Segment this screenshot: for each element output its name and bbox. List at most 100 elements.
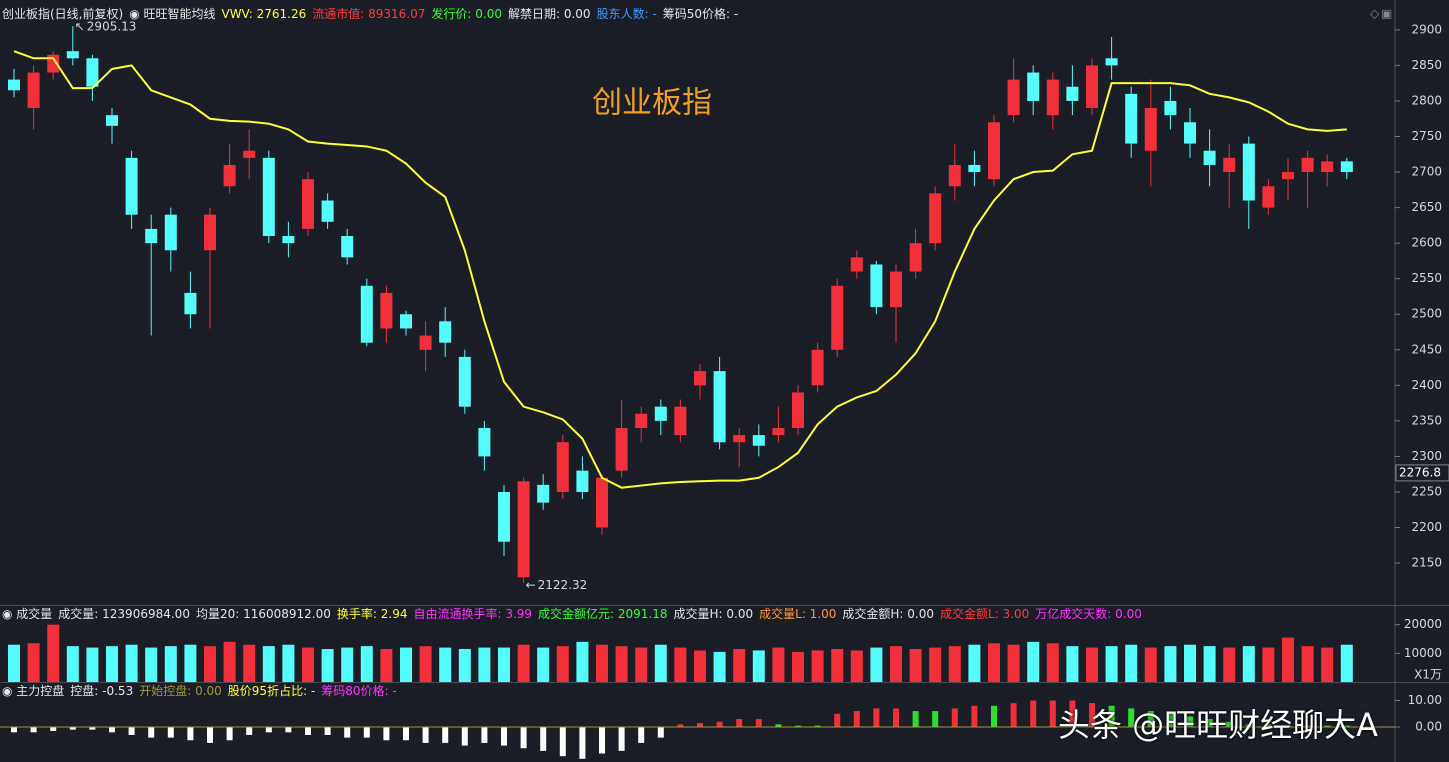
candle-body — [615, 427, 628, 471]
bar — [831, 649, 844, 682]
bar — [1046, 643, 1059, 682]
bar — [1125, 644, 1138, 682]
bar — [579, 727, 586, 759]
candle-body — [713, 371, 726, 443]
header-item: ◉ 成交量 — [2, 607, 53, 621]
candle-body — [1321, 161, 1334, 173]
y-tick-label: 20000 — [1404, 617, 1442, 631]
header-item: 成交金额L: 3.00 — [940, 607, 1030, 621]
y-tick-label: 2600 — [1411, 236, 1442, 250]
bar — [403, 727, 409, 741]
bar — [66, 646, 79, 682]
last-price-box — [1395, 464, 1449, 482]
bar — [262, 646, 275, 682]
watermark: 头条 @旺旺财经聊大A — [1058, 706, 1379, 744]
bar — [772, 647, 785, 682]
bar — [853, 711, 860, 728]
bar — [1128, 708, 1135, 728]
bar — [400, 647, 412, 682]
bar — [1049, 700, 1056, 728]
candle-body — [1340, 161, 1353, 173]
header-item: 发行价: 0.00 — [431, 7, 502, 21]
y-tick-label: 2650 — [1411, 200, 1442, 214]
bar — [69, 727, 76, 730]
bar — [991, 705, 997, 728]
y-tick-label: 2350 — [1411, 413, 1442, 427]
bar — [341, 647, 354, 682]
candle-body — [1066, 86, 1079, 101]
bar — [422, 727, 429, 743]
candle-body — [106, 115, 118, 126]
bar — [596, 644, 608, 682]
bar — [223, 641, 236, 682]
icon[interactable]: ▣ — [1381, 7, 1392, 21]
bar — [207, 727, 213, 743]
bar — [282, 644, 295, 682]
bar — [576, 641, 589, 682]
bar — [458, 649, 471, 682]
annotation: 创业板指 — [592, 86, 712, 121]
bar — [481, 727, 488, 743]
y-tick-label: 2450 — [1411, 342, 1442, 356]
y-tick-label: 2850 — [1411, 58, 1442, 72]
candle-body — [478, 427, 491, 457]
bar — [1343, 725, 1350, 728]
bar — [654, 644, 667, 682]
header-item: 解禁日期: 0.00 — [507, 7, 591, 21]
bar — [184, 644, 197, 682]
y-tick-label: 2800 — [1411, 93, 1442, 107]
header-item: 股东人数: - — [596, 7, 657, 21]
bar — [125, 644, 138, 682]
y-tick-label: 2250 — [1411, 484, 1442, 498]
header-item: 开始控盘: 0.00 — [139, 684, 222, 698]
candle-body — [282, 236, 295, 244]
bar — [1108, 705, 1115, 728]
bar — [912, 711, 919, 728]
low-arrow: ← — [526, 578, 536, 592]
y-tick-label: 2400 — [1411, 378, 1442, 392]
header-item: 筹码50价格: - — [662, 7, 739, 21]
candle-body — [1282, 172, 1294, 180]
bar — [1245, 724, 1252, 728]
candle-body — [517, 481, 530, 578]
candle-body — [164, 214, 177, 251]
bar — [694, 650, 706, 682]
candle-body — [1007, 79, 1020, 116]
bar — [988, 643, 1000, 682]
bar — [968, 644, 981, 682]
bar — [755, 719, 762, 728]
bar — [713, 651, 726, 682]
candle-body — [1223, 157, 1236, 173]
bar — [1027, 641, 1040, 682]
candle-body — [341, 236, 354, 258]
candle-body — [498, 491, 510, 542]
y-tick-label: 2900 — [1411, 22, 1442, 36]
bar — [870, 647, 883, 682]
candle-body — [537, 484, 550, 503]
candle-body — [733, 435, 746, 443]
bar — [1203, 646, 1216, 682]
y-tick-label: 2500 — [1411, 307, 1442, 321]
icon[interactable]: ◇ — [1370, 7, 1380, 21]
candle-body — [1301, 157, 1314, 173]
bar — [285, 727, 292, 733]
high-arrow: ↖ — [75, 20, 85, 34]
bar — [265, 727, 272, 733]
candle-body — [1164, 100, 1177, 116]
candle-body — [204, 214, 216, 251]
bar — [1010, 703, 1017, 728]
header-item: 成交量L: 1.00 — [759, 607, 837, 621]
bar — [893, 708, 899, 728]
candle-body — [596, 477, 608, 528]
y-tick-label: 0.00 — [1415, 720, 1442, 734]
bar — [1167, 713, 1174, 728]
bar — [1301, 646, 1314, 682]
candle-body — [694, 371, 706, 386]
bar — [363, 727, 370, 738]
candle-body — [1027, 72, 1040, 101]
bar — [618, 727, 625, 751]
bar — [243, 644, 256, 682]
bar — [677, 724, 684, 728]
bar — [1164, 646, 1177, 682]
